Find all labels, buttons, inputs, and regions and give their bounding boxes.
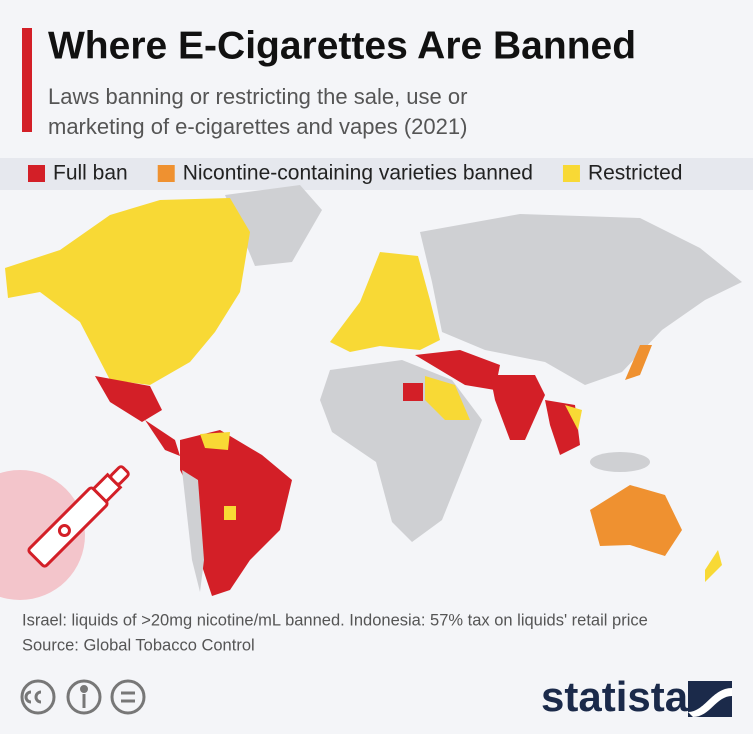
land xyxy=(182,470,204,592)
region xyxy=(5,198,250,385)
legend-label: Full ban xyxy=(53,162,128,185)
by-glyph xyxy=(80,685,88,693)
land xyxy=(225,185,322,266)
by-icon xyxy=(66,679,102,715)
region xyxy=(330,252,440,352)
region xyxy=(625,345,652,380)
accent-bar xyxy=(22,28,32,132)
cc-glyph xyxy=(24,690,42,704)
region xyxy=(145,420,180,456)
region xyxy=(224,506,236,520)
region xyxy=(590,485,682,556)
vape-button xyxy=(57,524,71,538)
legend: Full ban Nicontine-containing varieties b… xyxy=(28,162,682,185)
vape-mouth xyxy=(109,465,130,486)
legend-band xyxy=(0,158,753,190)
land xyxy=(590,452,650,472)
cc-icon xyxy=(20,679,56,715)
legend-swatch xyxy=(157,165,175,182)
region xyxy=(425,376,470,420)
brand-wave xyxy=(688,688,732,717)
region xyxy=(200,432,230,450)
legend-swatch xyxy=(28,165,45,182)
region xyxy=(95,376,162,422)
source: Source: Global Tobacco Control xyxy=(22,636,255,654)
title: Where E-Cigarettes Are Banned xyxy=(48,24,636,67)
footnote: Israel: liquids of >20mg nicotine/mL ban… xyxy=(22,611,648,629)
subtitle: marketing of e-cigarettes and vapes (202… xyxy=(48,114,467,139)
region xyxy=(415,350,500,390)
subtitle: Laws banning or restricting the sale, us… xyxy=(48,84,467,109)
brand-mark xyxy=(688,681,732,717)
vape-illustration xyxy=(0,465,130,600)
legend-label: Restricted xyxy=(588,162,683,185)
legend-swatch xyxy=(562,165,580,182)
region xyxy=(403,383,423,401)
region xyxy=(490,375,545,440)
license-icons xyxy=(20,679,146,715)
region xyxy=(565,405,582,430)
world-map xyxy=(5,185,742,596)
brand: statista xyxy=(541,673,689,720)
nd-icon xyxy=(110,679,146,715)
region xyxy=(705,550,722,582)
land xyxy=(420,214,742,385)
legend-label: Nicontine-containing varieties banned xyxy=(183,162,533,185)
